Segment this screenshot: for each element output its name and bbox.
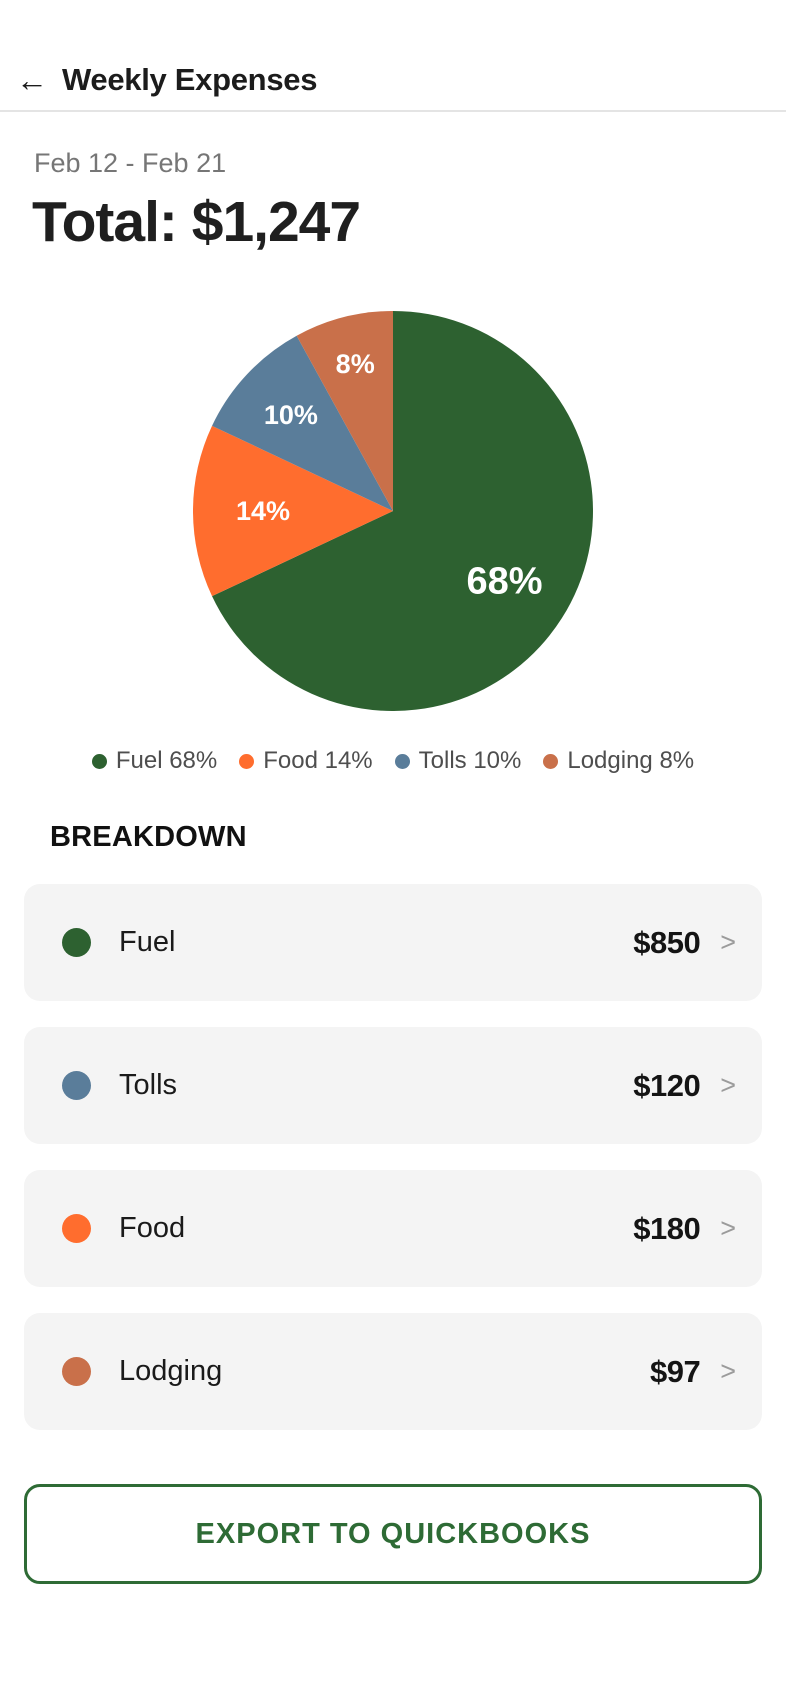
- breakdown-list: Fuel $850 > Tolls $120 > Food $180 > Lod…: [0, 884, 786, 1430]
- category-amount: $180: [633, 1210, 701, 1246]
- main-content: Feb 12 - Feb 21 Total: $1,247 68% 14% 10% 8…: [0, 148, 786, 854]
- category-color-dot-icon: [62, 928, 91, 957]
- export-to-quickbooks-button[interactable]: EXPORT TO QUICKBOOKS: [24, 1484, 762, 1584]
- date-range: Feb 12 - Feb 21: [34, 148, 227, 178]
- chevron-right-icon: >: [720, 1070, 736, 1100]
- total-amount: Total: $1,247: [32, 190, 361, 254]
- legend-dot-icon: [394, 753, 410, 769]
- category-color-dot-icon: [62, 1071, 91, 1100]
- category-color-dot-icon: [62, 1357, 91, 1386]
- chevron-right-icon: >: [720, 927, 736, 957]
- legend-item-tolls: Tolls 10%: [394, 747, 522, 775]
- pie-slice-label-lodging: 8%: [336, 349, 375, 379]
- category-name: Lodging: [119, 1355, 223, 1387]
- legend-label: Food 14%: [263, 747, 373, 774]
- legend-label: Lodging 8%: [567, 747, 695, 774]
- chart-legend: Fuel 68% Food 14% Tolls 10% Lodging 8%: [24, 747, 762, 775]
- pie-chart-svg: 68% 14% 10% 8%: [192, 311, 593, 711]
- legend-label: Fuel 68%: [115, 747, 218, 774]
- pie-chart: 68% 14% 10% 8%: [192, 311, 593, 711]
- category-name: Fuel: [119, 926, 176, 958]
- pie-slice-label-fuel: 68%: [466, 561, 542, 603]
- category-color-dot-icon: [62, 1214, 91, 1243]
- breakdown-row-food[interactable]: Food $180 >: [24, 1170, 762, 1287]
- category-amount: $850: [633, 924, 701, 960]
- legend-dot-icon: [91, 753, 107, 769]
- breakdown-row-lodging[interactable]: Lodging $97 >: [24, 1313, 762, 1430]
- breakdown-row-fuel[interactable]: Fuel $850 >: [24, 884, 762, 1001]
- chevron-right-icon: >: [720, 1356, 736, 1386]
- legend-item-food: Food 14%: [239, 747, 373, 775]
- chevron-right-icon: >: [720, 1213, 736, 1243]
- category-name: Tolls: [119, 1069, 178, 1101]
- header: ← Weekly Expenses: [0, 0, 786, 112]
- category-amount: $97: [649, 1353, 701, 1389]
- pie-slice-lodging: [296, 311, 393, 511]
- pie-slice-food: [192, 425, 393, 597]
- page-title: Weekly Expenses: [62, 62, 318, 97]
- pie-slice-tolls: [212, 335, 393, 511]
- legend-item-lodging: Lodging 8%: [543, 747, 694, 775]
- pie-slice-label-tolls: 10%: [264, 400, 318, 430]
- breakdown-heading: BREAKDOWN: [50, 821, 247, 853]
- breakdown-row-tolls[interactable]: Tolls $120 >: [24, 1027, 762, 1144]
- category-amount: $120: [633, 1067, 701, 1103]
- legend-label: Tolls 10%: [418, 747, 522, 774]
- legend-dot-icon: [239, 753, 255, 769]
- legend-dot-icon: [543, 753, 559, 769]
- pie-slice-fuel: [212, 311, 593, 711]
- legend-item-fuel: Fuel 68%: [91, 747, 218, 775]
- category-name: Food: [119, 1212, 186, 1244]
- pie-slice-label-food: 14%: [236, 496, 290, 526]
- back-arrow-icon[interactable]: ←: [16, 62, 48, 98]
